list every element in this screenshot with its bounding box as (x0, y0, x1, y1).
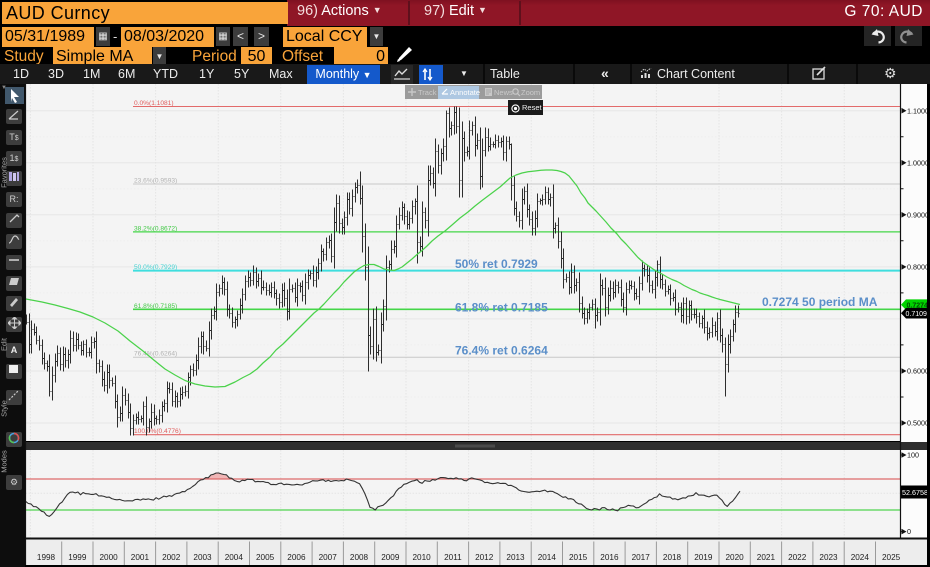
svg-text:0.7274: 0.7274 (907, 302, 929, 309)
svg-text:0.0%(1.1081): 0.0%(1.1081) (134, 100, 174, 107)
svg-text:100: 100 (907, 451, 919, 460)
svg-text:2008: 2008 (350, 553, 369, 562)
svg-text:2014: 2014 (538, 553, 557, 562)
svg-text:0.9000: 0.9000 (907, 210, 929, 219)
svg-text:2009: 2009 (381, 553, 400, 562)
svg-text:2025: 2025 (882, 553, 901, 562)
svg-text:2007: 2007 (319, 553, 338, 562)
svg-text:2017: 2017 (632, 553, 651, 562)
svg-text:2006: 2006 (287, 553, 306, 562)
svg-text:76.4% ret 0.6264: 76.4% ret 0.6264 (455, 344, 548, 358)
svg-text:61.8% ret 0.7185: 61.8% ret 0.7185 (455, 301, 548, 315)
svg-text:2011: 2011 (444, 553, 462, 562)
svg-text:52.6758: 52.6758 (902, 488, 928, 497)
svg-text:0.5000: 0.5000 (907, 419, 929, 428)
svg-text:2016: 2016 (600, 553, 619, 562)
svg-text:2023: 2023 (819, 553, 838, 562)
svg-text:0.7274 50 period MA: 0.7274 50 period MA (762, 295, 878, 309)
svg-text:0: 0 (907, 527, 911, 536)
svg-text:50.0%(0.7929): 50.0%(0.7929) (134, 264, 177, 271)
svg-text:1.1000: 1.1000 (907, 106, 929, 115)
svg-text:0.6000: 0.6000 (907, 367, 929, 376)
svg-text:2003: 2003 (193, 553, 212, 562)
svg-text:2010: 2010 (412, 553, 431, 562)
svg-text:2013: 2013 (506, 553, 525, 562)
svg-text:1.0000: 1.0000 (907, 158, 929, 167)
svg-text:1998: 1998 (37, 553, 56, 562)
svg-text:2012: 2012 (475, 553, 494, 562)
svg-text:2018: 2018 (663, 553, 682, 562)
svg-text:2024: 2024 (851, 553, 870, 562)
svg-text:2015: 2015 (569, 553, 588, 562)
svg-text:100.0%(0.4776): 100.0%(0.4776) (134, 428, 181, 435)
svg-text:0.7109: 0.7109 (906, 311, 928, 318)
svg-text:0.8000: 0.8000 (907, 263, 929, 272)
svg-text:2020: 2020 (725, 553, 744, 562)
svg-text:2022: 2022 (788, 553, 807, 562)
svg-text:1999: 1999 (68, 553, 87, 562)
svg-text:2002: 2002 (162, 553, 181, 562)
svg-text:38.2%(0.8672): 38.2%(0.8672) (134, 225, 177, 232)
svg-text:23.6%(0.9593): 23.6%(0.9593) (134, 178, 177, 185)
svg-text:2021: 2021 (757, 553, 776, 562)
svg-text:2000: 2000 (99, 553, 118, 562)
svg-text:2019: 2019 (694, 553, 713, 562)
svg-text:2005: 2005 (256, 553, 275, 562)
svg-text:2001: 2001 (131, 553, 150, 562)
svg-text:50% ret 0.7929: 50% ret 0.7929 (455, 257, 538, 271)
svg-text:76.4%(0.6264): 76.4%(0.6264) (134, 351, 177, 358)
svg-text:2004: 2004 (225, 553, 244, 562)
svg-text:61.8%(0.7185): 61.8%(0.7185) (134, 303, 177, 310)
